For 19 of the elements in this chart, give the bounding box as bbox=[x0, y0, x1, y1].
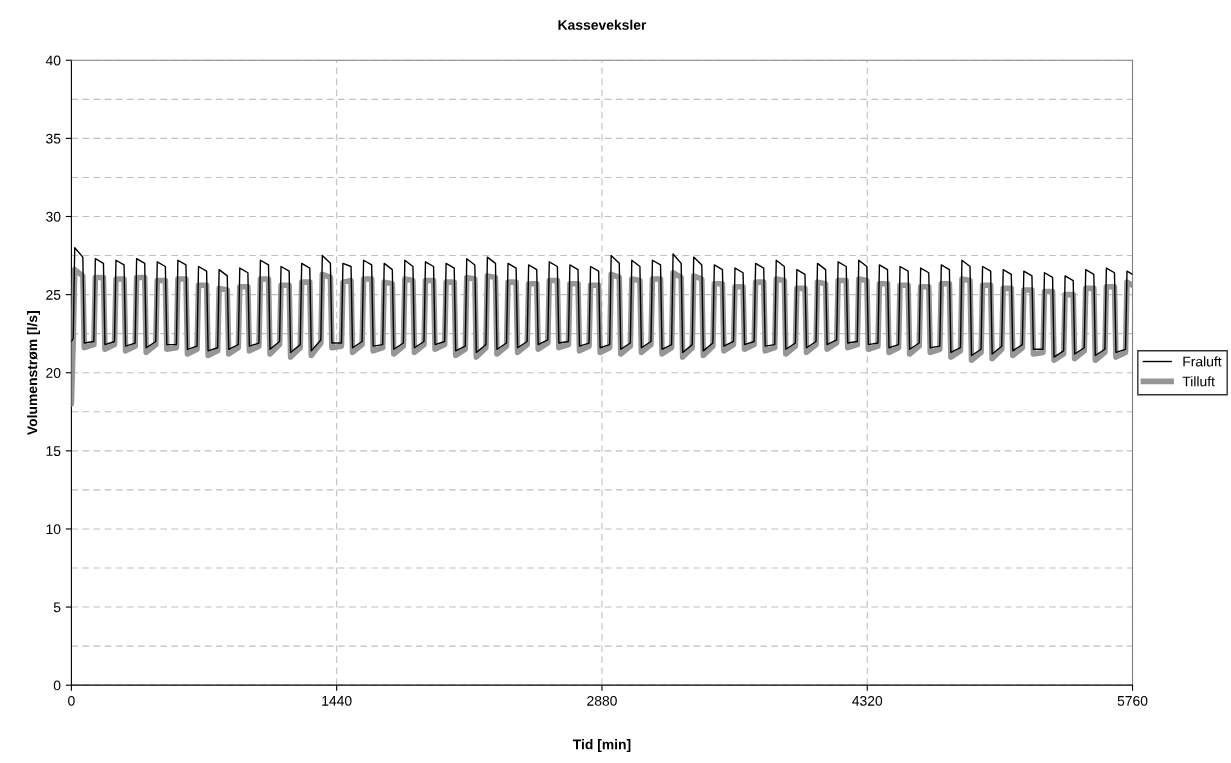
y-tick-label: 10 bbox=[46, 524, 61, 535]
x-tick-label: 1440 bbox=[322, 695, 352, 706]
y-tick-label: 20 bbox=[46, 368, 61, 378]
y-tick-label: 5 bbox=[53, 602, 61, 613]
x-tick-label: 0 bbox=[68, 695, 75, 706]
x-tick-label: 2880 bbox=[587, 695, 617, 706]
y-tick-label: 25 bbox=[46, 289, 61, 300]
x-tick-label: 5760 bbox=[1117, 695, 1148, 706]
y-tick-label: 30 bbox=[46, 211, 61, 222]
legend-label: Fraluft bbox=[1183, 356, 1222, 367]
y-tick-label: 0 bbox=[53, 680, 61, 691]
y-tick-label: 15 bbox=[46, 446, 61, 457]
y-axis-title: Volumenstrøm [l/s] bbox=[27, 311, 40, 436]
y-tick-label: 40 bbox=[45, 55, 61, 66]
x-axis-title: Tid [min] bbox=[572, 739, 631, 753]
y-tick-label: 35 bbox=[46, 133, 61, 144]
legend-label: Tilluft bbox=[1182, 376, 1215, 387]
x-tick-label: 4320 bbox=[852, 695, 883, 706]
chart-title: Kasseveksler bbox=[558, 19, 647, 30]
